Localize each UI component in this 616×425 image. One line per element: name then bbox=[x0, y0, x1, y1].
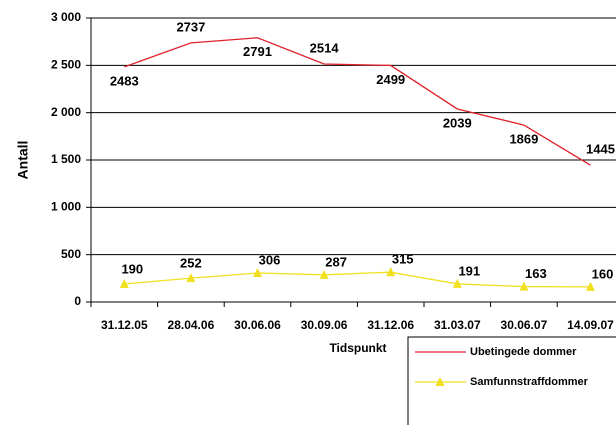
point-marker bbox=[319, 269, 329, 279]
data-label: 2499 bbox=[376, 72, 405, 87]
y-tick-label: 3 000 bbox=[51, 10, 81, 24]
x-tick-label: 31.12.05 bbox=[101, 318, 148, 332]
point-marker bbox=[119, 279, 129, 289]
data-label: 163 bbox=[525, 266, 547, 281]
legend-marker bbox=[435, 377, 445, 386]
data-label: 191 bbox=[458, 263, 480, 278]
x-tick-label: 31.12.06 bbox=[367, 318, 414, 332]
data-label: 160 bbox=[592, 266, 614, 281]
data-label: 190 bbox=[121, 261, 143, 276]
x-tick-label: 28.04.06 bbox=[168, 318, 215, 332]
x-tick-label: 30.06.06 bbox=[234, 318, 281, 332]
point-marker bbox=[253, 268, 262, 278]
data-label: 1869 bbox=[509, 132, 538, 147]
x-tick-label: 30.09.06 bbox=[301, 318, 348, 332]
point-marker bbox=[186, 273, 196, 283]
y-axis-label: Antall bbox=[15, 141, 31, 180]
data-label: 287 bbox=[325, 254, 347, 269]
data-label: 1445 bbox=[586, 142, 615, 157]
point-marker bbox=[452, 278, 462, 288]
data-label: 2483 bbox=[110, 73, 139, 88]
series-line bbox=[124, 271, 591, 288]
point-marker bbox=[519, 281, 529, 291]
y-tick-label: 1 500 bbox=[51, 152, 81, 166]
data-label: 2791 bbox=[243, 44, 272, 59]
point-marker bbox=[386, 267, 396, 277]
legend-label: Samfunnstraffdommer bbox=[470, 376, 589, 388]
y-tick-label: 0 bbox=[74, 294, 81, 308]
x-tick-label: 30.06.07 bbox=[501, 318, 548, 332]
y-tick-label: 2 000 bbox=[51, 105, 81, 119]
y-tick-label: 1 000 bbox=[51, 200, 81, 214]
series-line bbox=[124, 37, 591, 166]
point-marker bbox=[586, 281, 595, 291]
data-label: 252 bbox=[180, 256, 202, 271]
data-label: 306 bbox=[259, 252, 281, 267]
data-label: 2514 bbox=[310, 40, 340, 55]
data-label: 2737 bbox=[176, 19, 205, 34]
y-tick-label: 2 500 bbox=[51, 58, 81, 72]
data-label: 2039 bbox=[443, 115, 472, 130]
data-label: 315 bbox=[392, 252, 414, 267]
legend-label: Ubetingede dommer bbox=[470, 346, 577, 358]
y-tick-label: 500 bbox=[61, 247, 81, 261]
x-tick-label: 31.03.07 bbox=[434, 318, 481, 332]
x-axis-label: Tidspunkt bbox=[329, 341, 386, 355]
x-tick-label: 14.09.07 bbox=[567, 318, 614, 332]
